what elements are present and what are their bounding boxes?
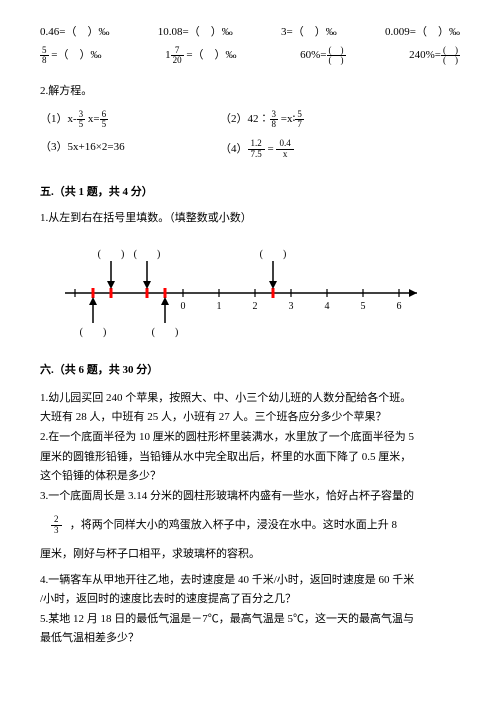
problem-1a: 1.幼儿园买回 240 个苹果，按照大、中、小三个幼儿班的人数分配给各个班。 [40, 390, 460, 408]
problem-2a: 2.在一个底面半径为 10 厘米的圆柱形杯里装满水，水里放了一个底面半径为 5 [40, 429, 460, 447]
problem-1b: 大班有 28 人，中班有 25 人，小班有 27 人。三个班各应分多少个苹果？ [40, 409, 460, 427]
svg-text:3: 3 [289, 301, 294, 312]
denominator: ( ) [441, 56, 460, 65]
conversion-row-2: 5 8 =（ ）‰ 1 7 20 =（ ）‰ 60%= ( ) ( ) 240%… [40, 46, 460, 65]
fraction: 3 8 [270, 110, 279, 129]
denominator: ( ) [327, 56, 346, 65]
denominator: 20 [171, 56, 184, 65]
problem-2b: 厘米的圆锥形铅锤，当铅锤从水中完全取出后，杯里的水面下降了 0.5 厘米， [40, 449, 460, 467]
svg-text:4: 4 [325, 301, 330, 312]
conv-4: 0.009=（ ）‰ [385, 24, 460, 42]
text: x= [85, 113, 99, 125]
fraction: 7 20 [171, 46, 184, 65]
number-line: 0 1 2 3 4 5 6 ( ) ( ) ( ) ( ) ( ) [60, 243, 460, 338]
section-6-heading: 六.（共 6 题，共 30 分） [40, 362, 460, 380]
section-5-heading: 五.（共 1 题，共 4 分） [40, 184, 460, 202]
fraction: 0.4 x [276, 139, 293, 160]
equation-4: （4） 1.2 7.5 = 0.4 x [220, 139, 294, 160]
fraction-blank: ( ) ( ) [327, 46, 346, 65]
section-5-q1: 1.从左到右在括号里填数。（填整数或小数） [40, 210, 460, 228]
conv-6: 1 7 20 =（ ）‰ [165, 46, 236, 65]
denominator: x [276, 150, 293, 160]
svg-text:1: 1 [217, 301, 222, 312]
conv-7: 60%= ( ) ( ) [300, 46, 345, 65]
text: （1）x- [40, 113, 77, 125]
text: （4） [220, 143, 248, 155]
svg-text:5: 5 [361, 301, 366, 312]
problem-5a: 5.某地 12 月 18 日的最低气温是－7℃，最高气温是 5℃，这一天的最高气… [40, 611, 460, 629]
denominator: 7.5 [248, 150, 265, 160]
fraction: 5 8 [40, 46, 49, 65]
conv-8: 240%= ( ) ( ) [409, 46, 460, 65]
conv-2: 10.08=（ ）‰ [158, 24, 233, 42]
text: ，将两个同样大小的鸡蛋放入杯子中，浸没在水中。这时水面上升 8 [70, 519, 397, 531]
problem-3a: 3.一个底面周长是 3.14 分米的圆柱形玻璃杯内盛有一些水，恰好占杯子容量的 [40, 488, 460, 506]
denominator: 8 [40, 56, 49, 65]
equation-2: （2）42∶ 3 8 =x∶ 5 7 [220, 110, 304, 129]
svg-text:0: 0 [181, 301, 186, 312]
svg-text:( ): ( ) [80, 327, 107, 338]
svg-text:( ): ( ) [260, 249, 287, 260]
equation-row-2: （3）5x+16×2=36 （4） 1.2 7.5 = 0.4 x [40, 139, 460, 160]
svg-text:6: 6 [397, 301, 402, 312]
text: =（ ）‰ [49, 49, 102, 61]
problem-3c: 厘米，刚好与杯子口相平，求玻璃杯的容积。 [40, 546, 460, 564]
denominator: 3 [51, 526, 62, 536]
denominator: 7 [295, 120, 304, 129]
fraction: 6 5 [100, 110, 109, 129]
svg-text:2: 2 [253, 301, 258, 312]
fraction: 3 5 [77, 110, 86, 129]
denominator: 8 [270, 120, 279, 129]
conv-5: 5 8 =（ ）‰ [40, 46, 101, 65]
word-problems: 1.幼儿园买回 240 个苹果，按照大、中、小三个幼儿班的人数分配给各个班。 大… [40, 390, 460, 648]
conv-1: 0.46=（ ）‰ [40, 24, 109, 42]
problem-3-frac-line: 2 3 ，将两个同样大小的鸡蛋放入杯子中，浸没在水中。这时水面上升 8 [40, 515, 460, 536]
equation-row-1: （1）x- 3 5 x= 6 5 （2）42∶ 3 8 =x∶ 5 7 [40, 110, 460, 129]
svg-text:( ): ( ) [134, 249, 161, 260]
text: =x∶ [278, 113, 295, 125]
svg-text:( ): ( ) [152, 327, 179, 338]
conv-3: 3=（ ）‰ [281, 24, 337, 42]
denominator: 5 [77, 120, 86, 129]
text: 60%= [300, 49, 326, 61]
fraction: 1.2 7.5 [248, 139, 265, 160]
solve-title: 2.解方程。 [40, 83, 460, 101]
equation-1: （1）x- 3 5 x= 6 5 [40, 110, 220, 129]
problem-4a: 4.一辆客车从甲地开往乙地，去时速度是 40 千米/小时，返回时速度是 60 千… [40, 572, 460, 590]
text: 240%= [409, 49, 441, 61]
conversion-row-1: 0.46=（ ）‰ 10.08=（ ）‰ 3=（ ）‰ 0.009=（ ）‰ [40, 24, 460, 42]
equation-3: （3）5x+16×2=36 [40, 139, 220, 160]
problem-4b: /小时，返回时的速度比去时的速度提高了百分之几？ [40, 591, 460, 609]
fraction: 2 3 [51, 515, 62, 536]
text: （2）42∶ [220, 113, 270, 125]
fraction-blank: ( ) ( ) [441, 46, 460, 65]
problem-2c: 这个铅锤的体积是多少？ [40, 468, 460, 486]
number-line-svg: 0 1 2 3 4 5 6 ( ) ( ) ( ) ( ) ( ) [60, 243, 440, 338]
fraction: 5 7 [295, 110, 304, 129]
text: =（ ）‰ [184, 49, 237, 61]
denominator: 5 [100, 120, 109, 129]
svg-text:( ): ( ) [98, 249, 125, 260]
text: = [265, 143, 277, 155]
problem-5b: 最低气温相差多少？ [40, 630, 460, 648]
